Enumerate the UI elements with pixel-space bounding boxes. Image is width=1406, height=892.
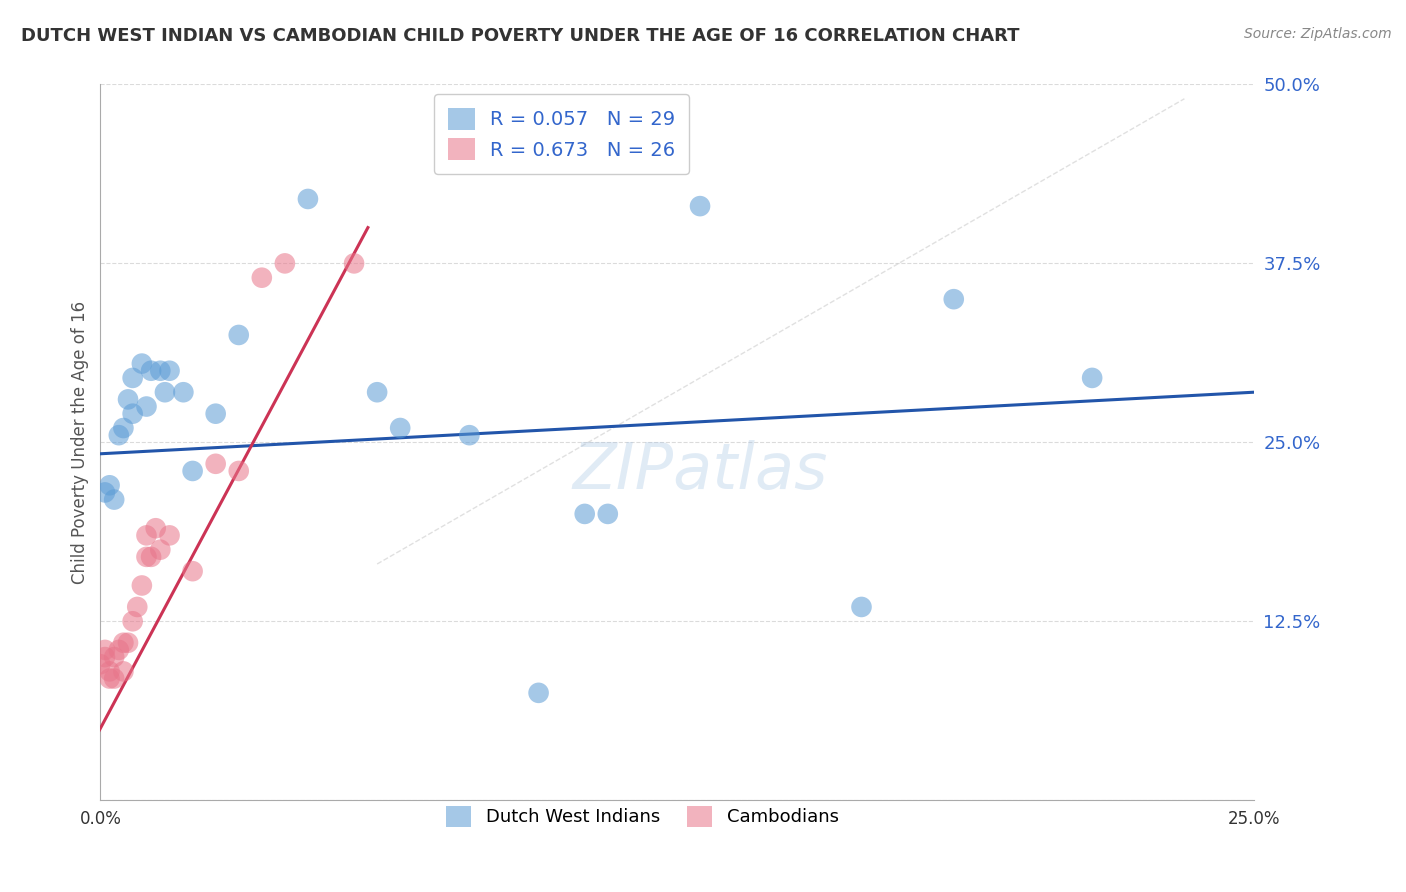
Point (159, 364, 181, 378)
Point (145, 521, 167, 535)
Point (689, 199, 711, 213)
Point (98, 478, 121, 492)
Point (1081, 371, 1104, 385)
Point (135, 528, 157, 542)
Point (112, 636, 135, 650)
Point (204, 457, 226, 471)
Point (851, 599, 873, 614)
Point (121, 614, 143, 628)
Point (107, 428, 129, 442)
Point (135, 549, 157, 564)
Point (103, 672, 125, 686)
Point (274, 256, 297, 270)
Point (103, 492, 125, 507)
Y-axis label: Child Poverty Under the Age of 16: Child Poverty Under the Age of 16 (72, 301, 89, 584)
Text: Source: ZipAtlas.com: Source: ZipAtlas.com (1244, 27, 1392, 41)
Point (139, 364, 162, 378)
Point (228, 464, 250, 478)
Point (942, 292, 965, 306)
Point (121, 407, 143, 421)
Point (343, 256, 366, 270)
Point (94, 485, 117, 500)
Legend: Dutch West Indians, Cambodians: Dutch West Indians, Cambodians (439, 799, 846, 834)
Point (153, 385, 176, 400)
Point (149, 364, 172, 378)
Point (94, 643, 117, 657)
Point (117, 636, 139, 650)
Point (112, 665, 135, 679)
Point (159, 528, 181, 542)
Point (112, 421, 135, 435)
Point (250, 270, 273, 285)
Point (121, 371, 143, 385)
Text: DUTCH WEST INDIAN VS CAMBODIAN CHILD POVERTY UNDER THE AGE OF 16 CORRELATION CHA: DUTCH WEST INDIAN VS CAMBODIAN CHILD POV… (21, 27, 1019, 45)
Point (149, 542, 172, 557)
Point (458, 428, 481, 442)
Point (89, 657, 111, 672)
Point (103, 650, 125, 665)
Point (297, 192, 319, 206)
Point (527, 686, 550, 700)
Point (131, 357, 153, 371)
Point (204, 407, 226, 421)
Point (172, 385, 194, 400)
Point (139, 549, 162, 564)
Point (181, 564, 204, 578)
Point (181, 464, 204, 478)
Point (389, 421, 412, 435)
Point (127, 599, 149, 614)
Point (107, 643, 129, 657)
Point (366, 385, 388, 400)
Point (228, 328, 250, 343)
Point (98, 665, 121, 679)
Text: ZIPatlas: ZIPatlas (572, 440, 828, 502)
Point (596, 507, 619, 521)
Point (94, 650, 117, 665)
Point (117, 392, 139, 407)
Point (131, 578, 153, 592)
Point (98, 672, 121, 686)
Point (135, 400, 157, 414)
Point (574, 507, 596, 521)
